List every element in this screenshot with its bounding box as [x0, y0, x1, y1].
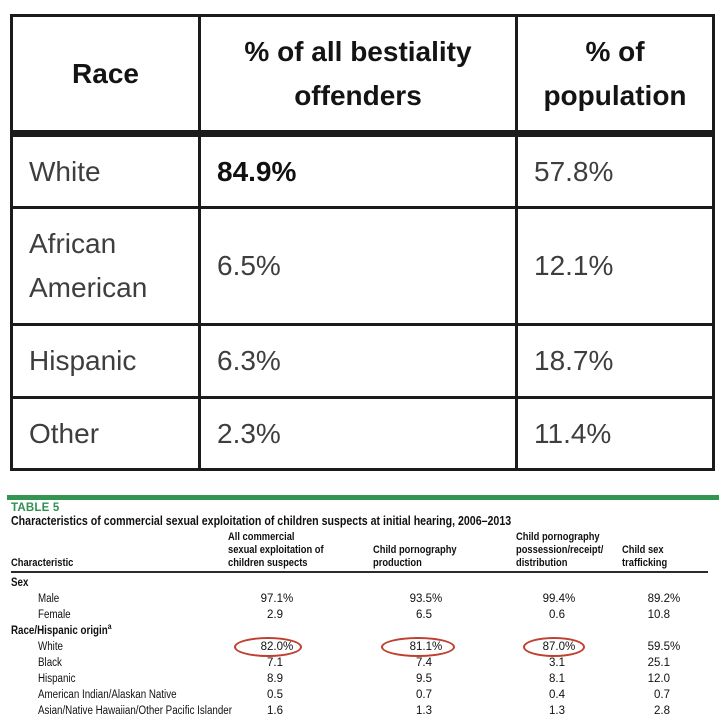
race-cell: Other	[10, 396, 201, 471]
col-header-characteristic: Characteristic	[11, 557, 74, 569]
table-row-black: Black 7.1 7.4 3.1 25.1	[11, 655, 708, 671]
population-cell: 18.7%	[515, 323, 715, 399]
table5-header-row: Characteristic All commercial sexual exp…	[11, 531, 708, 573]
row-label: Female	[38, 609, 71, 621]
col-header-cp-production: Child pornography production	[373, 544, 457, 569]
offenders-cell-emphasized: 84.9%	[198, 132, 518, 209]
row-label: Hispanic	[38, 673, 76, 685]
col-header-population: % of population	[515, 14, 715, 137]
bestiality-offenders-table: Race % of all bestiality offenders % of …	[10, 14, 715, 471]
table-row: African American 6.5% 12.1%	[10, 206, 715, 326]
value-cell: 2.9	[267, 609, 283, 621]
value-cell: 89.2%	[647, 593, 681, 605]
value-cell: 8.9	[267, 673, 283, 685]
value-cell: 1.3	[416, 705, 432, 717]
col-header-all-cse-suspects: All commercial sexual exploitation of ch…	[228, 531, 324, 569]
table-row-american-indian: American Indian/Alaskan Native 0.5 0.7 0…	[11, 687, 708, 703]
value-cell: 25.1	[647, 657, 670, 669]
row-label: American Indian/Alaskan Native	[38, 689, 177, 701]
section-divider	[7, 495, 719, 500]
value-cell-circled: 81.1%	[373, 637, 516, 657]
table-row: Hispanic 6.3% 18.7%	[10, 323, 715, 399]
col-header-cp-possession: Child pornography possession/receipt/ di…	[516, 531, 604, 569]
group-label: Race/Hispanic origina	[11, 622, 112, 637]
value-cell: 1.6	[267, 705, 283, 717]
value-cell: 9.5	[416, 673, 432, 685]
value-cell: 6.5	[416, 609, 432, 621]
value-cell: 0.5	[267, 689, 283, 701]
table-row-asian-pacific-islander: Asian/Native Hawaiian/Other Pacific Isla…	[11, 703, 708, 719]
value-cell: 7.4	[416, 657, 432, 669]
value-cell: 93.5%	[409, 593, 443, 605]
footnote-marker: a	[107, 622, 112, 632]
col-header-child-sex-trafficking: Child sex trafficking	[622, 544, 668, 569]
value-cell: 0.4	[549, 689, 565, 701]
row-label: Male	[38, 593, 60, 605]
table-row: White 84.9% 57.8%	[10, 132, 715, 209]
row-label: Black	[38, 657, 62, 669]
value-cell: 1.3	[549, 705, 565, 717]
value-cell-circled: 87.0%	[516, 637, 622, 657]
value-cell: 0.6	[549, 609, 565, 621]
table5-body: Sex Male 97.1% 93.5% 99.4% 89.2% Female …	[11, 573, 708, 719]
value-cell: 0.7	[416, 689, 432, 701]
race-cell: White	[10, 132, 201, 209]
table-row: Other 2.3% 11.4%	[10, 396, 715, 471]
population-cell: 11.4%	[515, 396, 715, 471]
value-cell: 59.5%	[647, 641, 681, 653]
offenders-cell: 2.3%	[198, 396, 518, 471]
col-header-race: Race	[10, 14, 201, 137]
table-row-hispanic: Hispanic 8.9 9.5 8.1 12.0	[11, 671, 708, 687]
value-cell: 12.0	[647, 673, 670, 685]
value-cell: 2.8	[654, 705, 670, 717]
population-cell: 12.1%	[515, 206, 715, 326]
table-row-male: Male 97.1% 93.5% 99.4% 89.2%	[11, 591, 708, 607]
value-cell-circled: 82.0%	[228, 637, 373, 657]
table-row-female: Female 2.9 6.5 0.6 10.8	[11, 607, 708, 623]
col-header-offenders: % of all bestiality offenders	[198, 14, 518, 137]
row-label: Asian/Native Hawaiian/Other Pacific Isla…	[38, 705, 232, 717]
group-label: Sex	[11, 577, 29, 589]
population-cell: 57.8%	[515, 132, 715, 209]
header-row: Race % of all bestiality offenders % of …	[10, 14, 715, 137]
value-cell: 10.8	[647, 609, 670, 621]
race-cell: African American	[10, 206, 201, 326]
value-cell: 97.1%	[260, 593, 294, 605]
value-cell: 7.1	[267, 657, 283, 669]
table5: Characteristic All commercial sexual exp…	[11, 531, 708, 719]
value-cell: 8.1	[549, 673, 565, 685]
table5-title: Characteristics of commercial sexual exp…	[11, 514, 512, 528]
value-cell: 3.1	[549, 657, 565, 669]
group-row-race: Race/Hispanic origina	[11, 623, 708, 639]
table-row-white: White 82.0% 81.1% 87.0% 59.5%	[11, 637, 708, 657]
group-row-sex: Sex	[11, 575, 708, 591]
value-cell: 99.4%	[542, 593, 576, 605]
value-cell: 0.7	[654, 689, 670, 701]
offenders-cell: 6.3%	[198, 323, 518, 399]
row-label: White	[38, 641, 63, 653]
table5-label: TABLE 5	[11, 502, 60, 514]
race-cell: Hispanic	[10, 323, 201, 399]
offenders-cell: 6.5%	[198, 206, 518, 326]
